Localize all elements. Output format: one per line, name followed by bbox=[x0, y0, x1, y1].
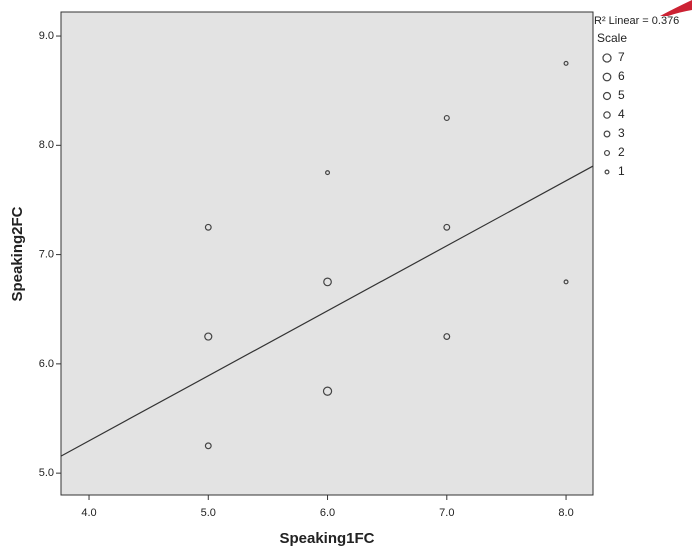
legend-label: 4 bbox=[618, 107, 625, 121]
bubble bbox=[322, 386, 333, 396]
x-tick-label: 6.0 bbox=[320, 507, 335, 519]
legend-marker bbox=[603, 111, 611, 119]
y-tick-label: 8.0 bbox=[39, 139, 54, 151]
legend-marker bbox=[602, 53, 612, 63]
bubble bbox=[204, 332, 213, 341]
bubble bbox=[563, 60, 569, 66]
y-tick-label: 9.0 bbox=[39, 30, 54, 42]
bubble bbox=[443, 223, 451, 231]
plot-area bbox=[60, 11, 594, 496]
fit-annotation: R² Linear = 0.376 bbox=[594, 15, 679, 27]
legend-marker bbox=[602, 91, 612, 101]
bubble bbox=[323, 277, 332, 287]
x-tick-label: 8.0 bbox=[558, 507, 573, 519]
fit-line bbox=[60, 165, 594, 457]
bubble bbox=[325, 170, 331, 176]
legend-marker bbox=[603, 149, 611, 157]
x-tick-label: 7.0 bbox=[439, 507, 454, 519]
legend-label: 2 bbox=[618, 145, 625, 159]
legend-marker bbox=[603, 130, 611, 138]
legend-marker bbox=[604, 169, 610, 175]
y-tick-label: 6.0 bbox=[39, 358, 54, 370]
legend-title: Scale bbox=[597, 31, 627, 45]
bubble bbox=[443, 114, 450, 122]
legend-label: 5 bbox=[618, 88, 625, 102]
legend-marker bbox=[602, 72, 612, 82]
corner-decoration bbox=[660, 0, 692, 16]
y-tick-label: 7.0 bbox=[39, 248, 54, 260]
legend-label: 6 bbox=[618, 69, 625, 83]
bubble bbox=[204, 223, 212, 231]
legend-label: 1 bbox=[618, 164, 625, 178]
bubble bbox=[443, 333, 451, 341]
x-axis-title: Speaking1FC bbox=[279, 530, 374, 547]
y-axis-title: Speaking2FC bbox=[9, 206, 26, 301]
x-tick-label: 4.0 bbox=[81, 507, 96, 519]
y-tick-label: 5.0 bbox=[39, 467, 54, 479]
x-tick-label: 5.0 bbox=[201, 507, 216, 519]
legend-label: 7 bbox=[618, 50, 625, 64]
bubble bbox=[204, 442, 212, 450]
bubble bbox=[563, 279, 569, 285]
legend-label: 3 bbox=[618, 126, 625, 140]
